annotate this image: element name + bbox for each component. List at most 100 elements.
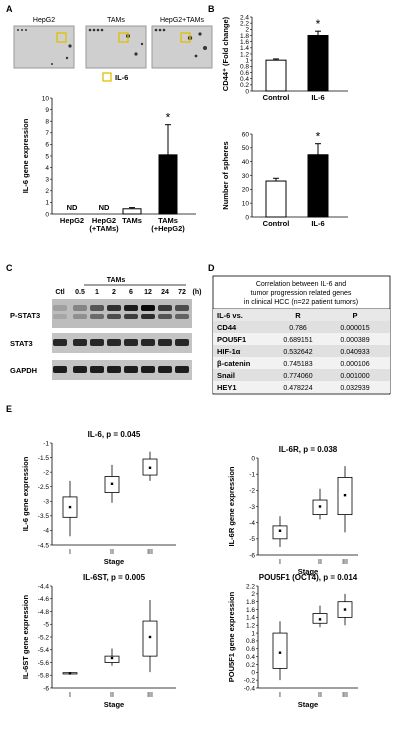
box: [272, 632, 288, 669]
table-cell-r: 0.774060: [283, 373, 312, 380]
y-tick-label: 2: [251, 591, 255, 598]
y-tick-label: -5: [249, 536, 255, 543]
table-cell-r: 0.786: [289, 325, 307, 332]
chart-b2: 0 10 20 30 40 50 60 Number of spheres Control * IL…: [221, 130, 348, 228]
chart-e2: -6 -5 -4 -3 -2 -1 0 IL-6R gene expression IL-6R,…: [227, 445, 358, 576]
x-tick-label: (+HepG2): [151, 224, 185, 233]
y-tick-label: 10: [242, 200, 250, 207]
table-title-line-2: tumor progression related genes: [251, 290, 352, 297]
pstat3-band: [124, 305, 138, 311]
x-axis-label: Stage: [104, 700, 124, 709]
gapdh-band: [90, 366, 104, 373]
blot-row-label-gapdh: GAPDH: [10, 366, 37, 375]
blot-strip-pstat3: [52, 299, 192, 328]
bar: [307, 35, 329, 92]
y-tick-label: -1.5: [38, 455, 50, 462]
table-cell-r: 0.745183: [283, 361, 312, 368]
y-tick-label: -6: [43, 685, 49, 692]
array-label-hepg2-tams: HepG2+TAMs: [160, 17, 205, 24]
y-tick-label: 40: [242, 159, 250, 166]
table-title-line-3: in clinical HCC (n=22 patient tumors): [244, 299, 358, 306]
array-label-tams: TAMs: [107, 17, 125, 24]
gapdh-band: [107, 366, 121, 373]
western-blot: TAMs Ctl 0.5 1 2 6 12 24 72 (h) P-STAT3 …: [10, 277, 201, 380]
x-tick-label: III: [342, 559, 348, 566]
lane-label-12: 12: [144, 289, 152, 296]
y-tick-label: 1.8: [240, 33, 249, 40]
x-tick-label: I: [279, 692, 281, 699]
x-tick-label: I: [69, 549, 71, 556]
table-row: [213, 345, 390, 357]
y-tick-label: 20: [242, 187, 250, 194]
chart-e3: -6 -5.8 -5.6 -5.4 -5.2 -5 -4.8 -4.6 -4.4 IL-6ST g…: [21, 573, 176, 709]
panel-letter-e: E: [6, 404, 12, 414]
bar: [158, 154, 178, 215]
y-tick-label: 8: [45, 119, 49, 126]
y-tick-label: 1.4: [246, 615, 255, 622]
y-tick-label: 2: [45, 188, 49, 195]
y-tick-label: -5.6: [38, 660, 50, 667]
y-tick-label: 2.4: [240, 14, 249, 21]
panel-letter-b: B: [208, 4, 215, 14]
y-tick-label: 9: [45, 107, 49, 114]
mean-marker: [278, 529, 282, 532]
y-tick-label: -6: [249, 552, 255, 559]
y-tick-label: 0.2: [246, 662, 255, 669]
array-label-hepg2: HepG2: [33, 17, 55, 24]
array-image-hepg2: [13, 25, 75, 69]
mean-marker: [343, 608, 347, 611]
y-tick-label: 0.6: [246, 646, 255, 653]
table-row: [213, 357, 390, 369]
x-tick-label: TAMs: [158, 216, 178, 225]
pstat3-band: [158, 314, 172, 319]
y-tick-label: 2: [245, 27, 249, 34]
y-tick-label: 0.8: [246, 638, 255, 645]
table-row: [213, 369, 390, 381]
il6-box-hepg2-tams: [180, 32, 191, 43]
y-axis-label: IL-6R gene expression: [227, 466, 236, 546]
y-tick-label: 0: [251, 670, 255, 677]
correlation-table: Correlation between IL-6 and tumor progr…: [212, 275, 391, 395]
pstat3-band: [53, 314, 67, 319]
y-tick-label: 50: [242, 145, 250, 152]
y-tick-label: 1.2: [240, 51, 249, 58]
array-image-tams: [85, 25, 147, 69]
panel-letter-d: D: [208, 263, 215, 273]
table-cell-r: 0.478224: [283, 385, 312, 392]
y-axis-label: IL-6 gene expression: [21, 118, 30, 193]
y-axis-label: IL-6 gene expression: [21, 456, 30, 531]
pstat3-band: [141, 314, 155, 319]
table-cell-r: 0.532642: [283, 349, 312, 356]
x-tick-label: IL-6: [311, 219, 324, 228]
stat3-band: [124, 339, 138, 346]
y-tick-label: 7: [45, 130, 49, 137]
y-tick-label: 0: [251, 455, 255, 462]
y-axis-label: IL-6ST gene expression: [21, 594, 30, 679]
y-tick-label: 2.2: [240, 20, 249, 27]
table-cell-gene: Snail: [217, 371, 235, 380]
mean-marker: [318, 618, 322, 621]
x-tick-label: III: [147, 692, 153, 699]
y-tick-label: -2: [249, 488, 255, 495]
pstat3-band: [53, 305, 67, 311]
y-tick-label: -0.2: [244, 677, 256, 684]
pstat3-band: [107, 305, 121, 311]
chart-title: IL-6, p = 0.045: [88, 430, 141, 439]
y-tick-label: 0.4: [246, 654, 255, 661]
stat3-band: [53, 339, 67, 346]
mean-marker: [110, 656, 114, 660]
y-axis-label: CD44⁺ (Fold change): [221, 16, 230, 91]
mean-marker: [148, 466, 152, 469]
bar: [122, 208, 142, 215]
lane-label-h: (h): [193, 289, 202, 296]
y-tick-label: 0: [45, 211, 49, 218]
stat3-band: [73, 339, 87, 346]
y-tick-label: 1: [45, 200, 49, 207]
y-tick-label: -3: [43, 499, 49, 506]
gapdh-band: [158, 366, 172, 373]
chart-title: IL-6R, p = 0.038: [279, 445, 338, 454]
y-tick-label: -3: [249, 504, 255, 511]
gapdh-band: [124, 366, 138, 373]
pstat3-band: [141, 305, 155, 311]
chart-e1: -4.5 -4 -3.5 -3 -2.5 -2 -1.5 -1 IL-6 gene expres…: [21, 430, 176, 566]
